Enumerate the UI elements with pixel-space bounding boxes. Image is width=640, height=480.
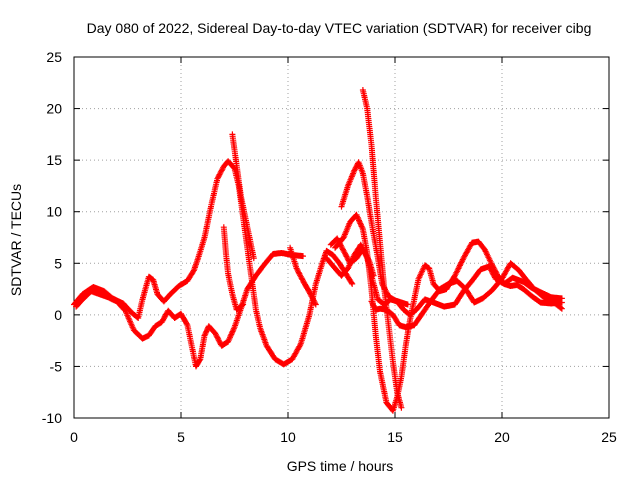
chart-title: Day 080 of 2022, Sidereal Day-to-day VTE…: [87, 20, 592, 36]
series-markers: [327, 235, 377, 279]
series-track-10: [368, 260, 565, 331]
grid-lines: [74, 57, 609, 418]
series-markers: [368, 260, 565, 331]
y-tick-label: 0: [54, 307, 62, 323]
series-track-4: [229, 131, 257, 262]
series-markers: [229, 131, 257, 262]
series-markers: [220, 224, 247, 313]
series-track-5: [220, 224, 247, 313]
y-axis-label: SDTVAR / TECUs: [8, 184, 24, 296]
data-series: [71, 87, 565, 414]
axis-tick-labels: 0 5 10 15 20 25 -10 -5 0 5 10 15 20 25: [42, 49, 617, 445]
x-tick-label: 5: [177, 429, 185, 445]
x-tick-label: 0: [70, 429, 78, 445]
series-track-1: [71, 158, 356, 368]
x-tick-label: 10: [280, 429, 296, 445]
series-markers: [359, 87, 405, 411]
series-markers: [332, 211, 565, 414]
series-track-3: [73, 250, 306, 370]
series-track-2: [332, 211, 565, 414]
y-tick-label: -5: [50, 358, 63, 374]
series-markers: [71, 158, 356, 368]
series-track-6: [287, 244, 319, 308]
x-axis-label: GPS time / hours: [287, 458, 394, 474]
x-tick-label: 15: [387, 429, 403, 445]
y-tick-label: 15: [46, 152, 62, 168]
y-tick-label: -10: [42, 410, 62, 426]
plot-frame: [73, 56, 610, 419]
y-tick-label: 10: [46, 204, 62, 220]
series-track-9: [359, 87, 405, 411]
y-tick-label: 25: [46, 49, 62, 65]
series-track-11: [327, 235, 377, 279]
series-markers: [287, 244, 319, 308]
axis-ticks: [73, 56, 610, 419]
y-tick-label: 20: [46, 101, 62, 117]
series-markers: [73, 250, 306, 370]
x-tick-label: 25: [601, 429, 617, 445]
y-tick-label: 5: [54, 255, 62, 271]
x-tick-label: 20: [494, 429, 510, 445]
